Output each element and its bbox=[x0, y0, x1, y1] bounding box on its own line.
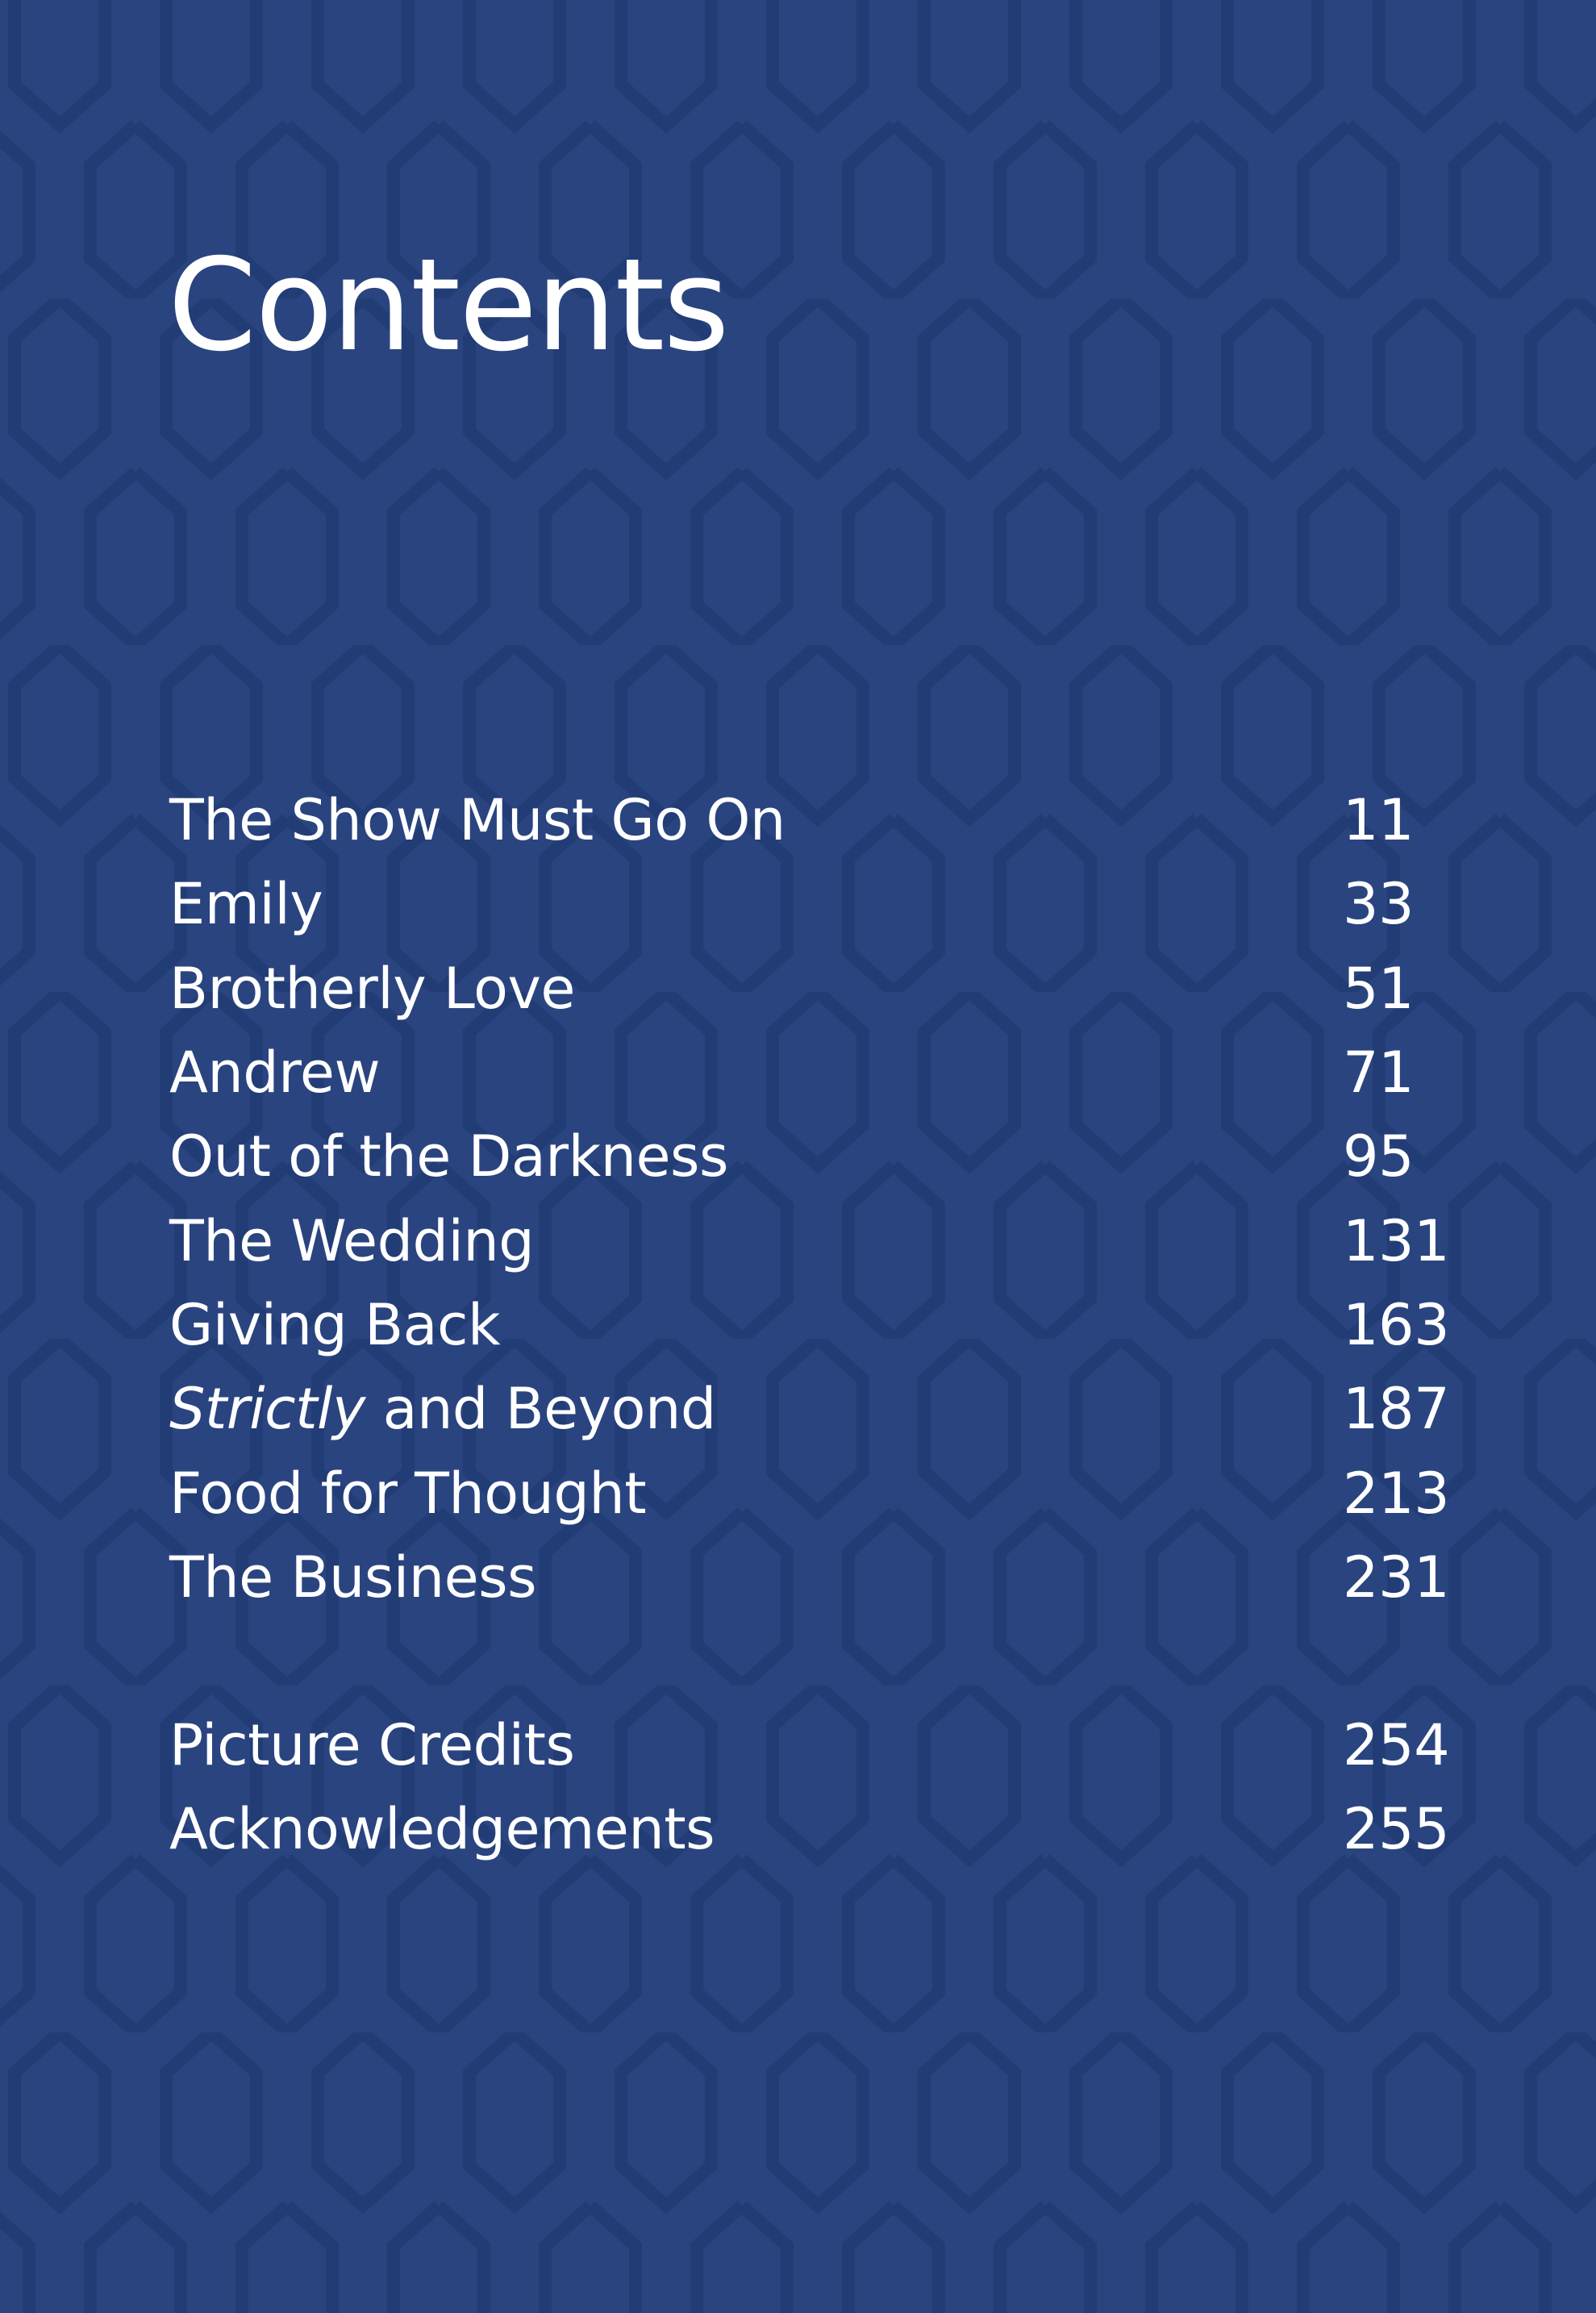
chapter-title: Food for Thought bbox=[169, 1460, 647, 1527]
toc-entry: The Business 231 bbox=[169, 1536, 1460, 1619]
toc-entry: The Show Must Go On 11 bbox=[169, 778, 1460, 862]
toc-entry: Out of the Darkness 95 bbox=[169, 1115, 1460, 1198]
toc-entry: Emily 33 bbox=[169, 862, 1460, 946]
toc-entry: Strictly and Beyond 187 bbox=[169, 1367, 1460, 1451]
page-number: 95 bbox=[1343, 1123, 1415, 1190]
chapter-title: The Wedding bbox=[169, 1207, 535, 1274]
toc-entry: The Wedding 131 bbox=[169, 1198, 1460, 1282]
toc-entry: Brotherly Love 51 bbox=[169, 947, 1460, 1031]
chapter-title: Andrew bbox=[169, 1040, 381, 1106]
page-title: Contents bbox=[168, 231, 730, 380]
chapter-title: The Show Must Go On bbox=[169, 787, 785, 854]
page-number: 51 bbox=[1343, 955, 1415, 1022]
toc-entry: Andrew 71 bbox=[169, 1031, 1460, 1115]
page-number: 231 bbox=[1343, 1544, 1450, 1611]
toc-entry: Food for Thought 213 bbox=[169, 1451, 1460, 1535]
toc-entry: Giving Back 163 bbox=[169, 1283, 1460, 1367]
back-matter-title: Acknowledgements bbox=[169, 1796, 715, 1863]
table-of-contents: The Show Must Go On 11 Emily 33 Brotherly … bbox=[169, 778, 1460, 1872]
toc-entry: Picture Credits 254 bbox=[169, 1703, 1460, 1787]
page-number: 11 bbox=[1343, 787, 1415, 854]
toc-entry: Acknowledgements 255 bbox=[169, 1787, 1460, 1871]
page-number: 187 bbox=[1343, 1376, 1450, 1443]
page-number: 131 bbox=[1343, 1207, 1450, 1274]
page-number: 33 bbox=[1343, 871, 1415, 938]
page-number: 71 bbox=[1343, 1040, 1415, 1106]
chapter-title: Brotherly Love bbox=[169, 955, 575, 1022]
chapter-title-italic: Strictly bbox=[169, 1376, 365, 1443]
chapter-title-rest: and Beyond bbox=[365, 1376, 717, 1443]
chapter-title: Out of the Darkness bbox=[169, 1123, 729, 1190]
page-number: 163 bbox=[1343, 1291, 1450, 1358]
page-number: 254 bbox=[1343, 1712, 1450, 1779]
chapter-title: Emily bbox=[169, 871, 323, 938]
back-matter-title: Picture Credits bbox=[169, 1712, 575, 1779]
page-number: 255 bbox=[1343, 1796, 1450, 1863]
page-number: 213 bbox=[1343, 1460, 1450, 1527]
chapter-title: Strictly and Beyond bbox=[169, 1376, 1343, 1442]
spacer bbox=[169, 1619, 1460, 1703]
chapter-title: The Business bbox=[169, 1544, 537, 1611]
chapter-title: Giving Back bbox=[169, 1291, 501, 1358]
